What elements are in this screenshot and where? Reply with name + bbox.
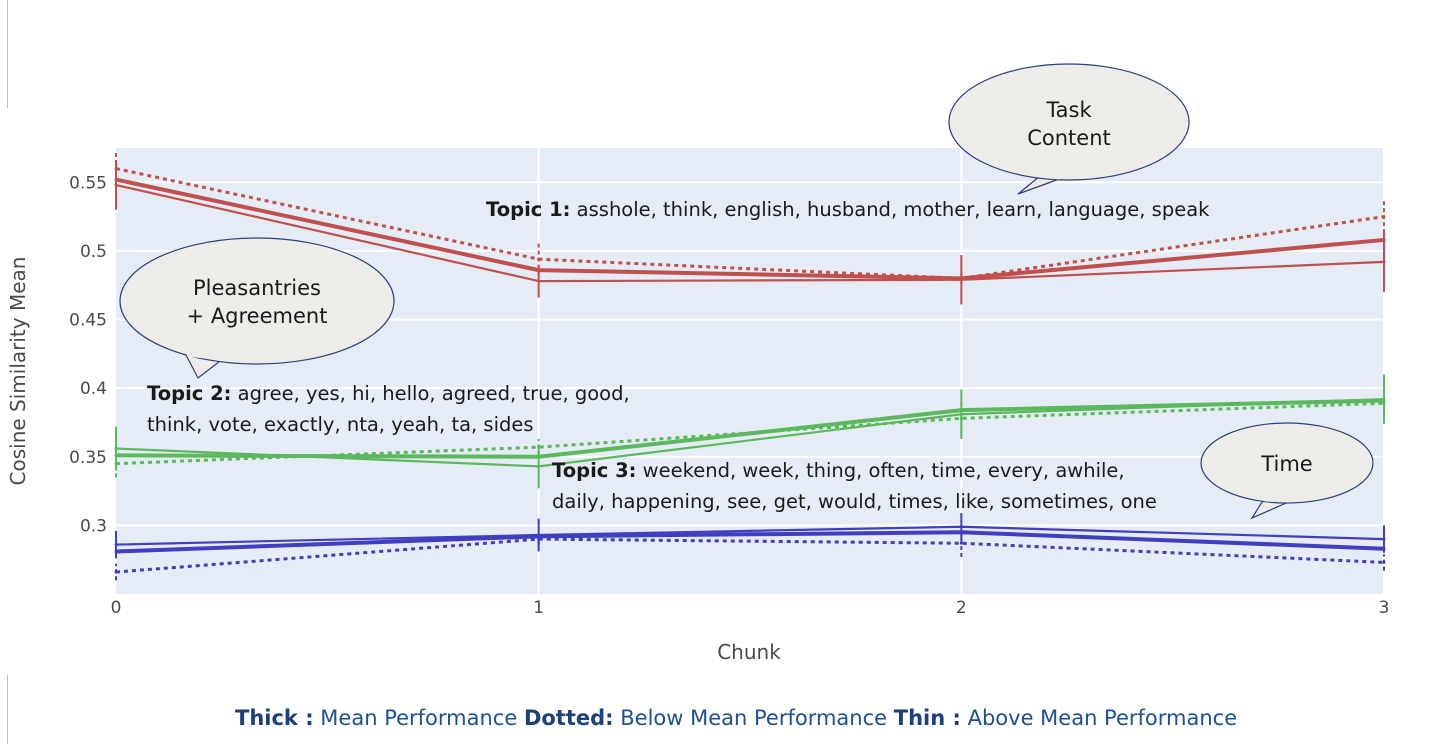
pleasantries-bubble-line2: + Agreement [187, 304, 328, 328]
legend-thick-text: Mean Performance [320, 706, 518, 730]
y-axis-title: Cosine Similarity Mean [6, 257, 30, 486]
left-edge-mark-bottom [7, 675, 8, 744]
x-tick-label: 0 [111, 598, 122, 618]
task-bubble-line2: Content [1027, 126, 1111, 150]
pleasantries-bubble-line1: Pleasantries [193, 276, 321, 300]
y-tick-label: 0.45 [69, 311, 107, 331]
topic3-annotation: Topic 3: weekend, week, thing, often, ti… [552, 459, 1125, 482]
time-bubble-line1: Time [1260, 452, 1312, 476]
pleasantries-bubble: Pleasantries + Agreement [119, 237, 395, 379]
topic2-dotted-point [1382, 401, 1386, 405]
x-axis-title: Chunk [717, 640, 781, 664]
topic1-label: Topic 1: [486, 198, 570, 221]
legend-dotted-text: Below Mean Performance [620, 706, 888, 730]
topic3-words-line2: daily, happening, see, get, would, times… [552, 490, 1157, 513]
plot-area [116, 148, 1384, 594]
topic1-dotted-point [959, 276, 963, 280]
y-tick-label: 0.4 [80, 379, 107, 399]
topic1-dotted-line [115, 167, 1385, 280]
left-edge-mark-top [7, 0, 8, 108]
task-bubble-line1: Task [1045, 98, 1092, 122]
legend-thin-text: Above Mean Performance [967, 706, 1238, 730]
y-tick-label: 0.35 [69, 448, 107, 468]
task-content-bubble: Task Content [948, 63, 1190, 195]
time-bubble-shape [1200, 422, 1374, 504]
x-tick-label: 1 [533, 598, 544, 618]
series-layer [114, 152, 1386, 581]
chart: 0 1 2 3 0.3 0.35 0.4 0.45 0.5 0.55 Chunk Cosine S… [6, 63, 1389, 664]
topic3-dotted-line [115, 537, 1385, 574]
topic1-thin-line [115, 183, 1385, 283]
task-bubble-tail [1017, 175, 1063, 195]
topic1-annotation: Topic 1: asshole, think, english, husban… [486, 198, 1210, 221]
line-style-legend: Thick : Mean Performance Dotted: Below M… [235, 706, 1237, 730]
topic3-thick-line [115, 530, 1385, 554]
time-bubble-tail-join [1264, 498, 1292, 503]
topic3-dotted-point [537, 537, 541, 541]
topic3-thin-line [115, 525, 1385, 546]
legend-thick-label: Thick : [235, 706, 314, 730]
task-bubble-shape [948, 63, 1190, 181]
x-tick-label: 2 [956, 598, 967, 618]
pleasantries-bubble-shape [119, 237, 395, 365]
topic2-dotted-line [115, 401, 1385, 466]
x-tick-label: 3 [1379, 598, 1390, 618]
topic3-words-line1: weekend, week, thing, often, time, every… [643, 459, 1125, 482]
topic2-words-line1: agree, yes, hi, hello, agreed, true, goo… [238, 382, 630, 405]
topic2-thin-line [115, 398, 1385, 468]
topic1-words: asshole, think, english, husband, mother… [577, 198, 1210, 221]
topic1-thick-line [115, 177, 1385, 281]
topic2-annotation: Topic 2: agree, yes, hi, hello, agreed, … [147, 382, 630, 405]
time-bubble-tail [1250, 498, 1294, 520]
topic2-words-line2: think, vote, exactly, nta, yeah, ta, sid… [147, 413, 534, 436]
y-tick-label: 0.55 [69, 173, 107, 193]
y-tick-label: 0.5 [80, 242, 107, 262]
legend-thin-label: Thin : [893, 706, 961, 730]
tick-labels: 0 1 2 3 0.3 0.35 0.4 0.45 0.5 0.55 [69, 173, 1389, 618]
topic3-label: Topic 3: [552, 459, 636, 482]
topic2-label: Topic 2: [147, 382, 231, 405]
y-tick-label: 0.3 [80, 516, 107, 536]
pleasantries-bubble-tail-join [186, 353, 223, 361]
legend-dotted-label: Dotted: [523, 706, 614, 730]
task-bubble-tail-join [1040, 174, 1060, 180]
time-bubble: Time [1200, 422, 1374, 520]
